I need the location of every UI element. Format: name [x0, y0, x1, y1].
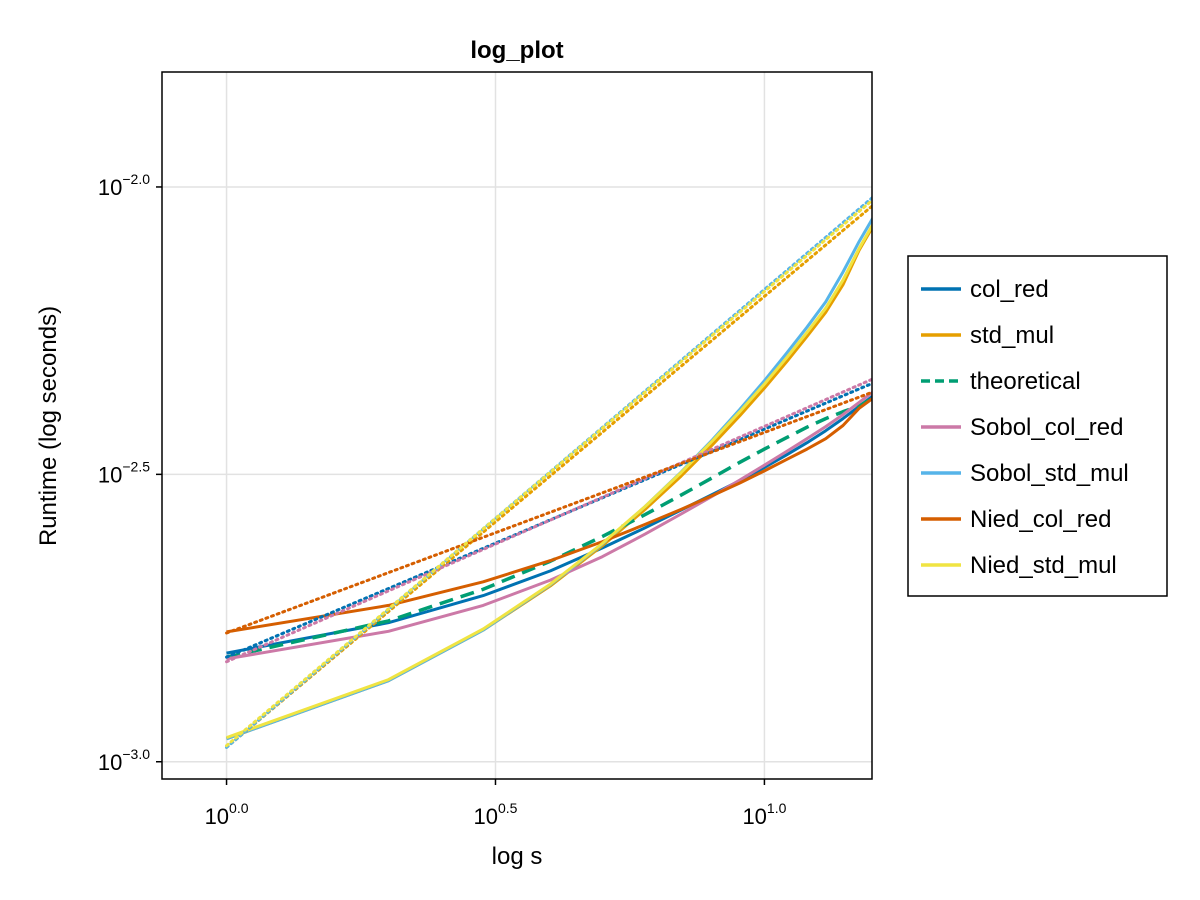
x-tick-base-0: 10: [205, 804, 229, 829]
y-tick-label-1: 10−2.5: [98, 458, 150, 487]
legend-label-col-red: col_red: [970, 276, 1049, 303]
fit-line-nied-std-mul: [225, 198, 872, 748]
legend-label-nied-col-red: Nied_col_red: [970, 506, 1111, 533]
y-tick-label-0: 10−3.0: [98, 746, 150, 775]
y-tick-exponent-1: −2.5: [122, 458, 150, 474]
fit-line-nied-col-red: [225, 390, 872, 635]
series-line-theoretical: [226, 396, 872, 659]
y-tick-exponent-0: −3.0: [122, 746, 150, 762]
y-tick-base-1: 10: [98, 462, 122, 487]
x-tick-exponent-2: 1.0: [767, 800, 787, 816]
legend-label-std-mul: std_mul: [970, 322, 1054, 349]
legend-label-nied-std-mul: Nied_std_mul: [970, 552, 1117, 579]
legend-label-theoretical: theoretical: [970, 368, 1081, 395]
fit-line-sobol-col-red: [225, 377, 872, 664]
x-tick-exponent-0: 0.0: [229, 800, 249, 816]
legend-label-sobol-std-mul: Sobol_std_mul: [970, 460, 1129, 487]
x-tick-label-2: 101.0: [742, 800, 786, 829]
series-line-nied-std-mul: [225, 222, 872, 740]
fit-line-sobol-std-mul: [225, 195, 872, 749]
y-tick-label-2: 10−2.0: [98, 171, 150, 200]
series-line-nied-col-red: [226, 397, 872, 634]
x-tick-label-0: 100.0: [205, 800, 249, 829]
x-tick-label-1: 100.5: [474, 800, 518, 829]
x-axis-label: log s: [492, 843, 543, 870]
x-tick-exponent-1: 0.5: [498, 800, 518, 816]
plot-area: [225, 195, 872, 749]
plot-frame: [161, 71, 873, 780]
axis-ticks: 100.0 100.5 101.010−3.010−2.510−2.0: [98, 171, 787, 829]
x-tick-base-2: 10: [742, 804, 766, 829]
y-tick-exponent-2: −2.0: [122, 171, 150, 187]
y-tick-base-0: 10: [98, 750, 122, 775]
y-tick-base-2: 10: [98, 175, 122, 200]
x-tick-base-1: 10: [474, 804, 498, 829]
series-line-sobol-col-red: [226, 390, 872, 661]
chart-title: log_plot: [470, 37, 563, 64]
legend-label-sobol-col-red: Sobol_col_red: [970, 414, 1123, 441]
y-axis-label: Runtime (log seconds): [35, 306, 62, 546]
legend: col_red std_mul theoretical Sobol_col_red So…: [907, 255, 1168, 597]
